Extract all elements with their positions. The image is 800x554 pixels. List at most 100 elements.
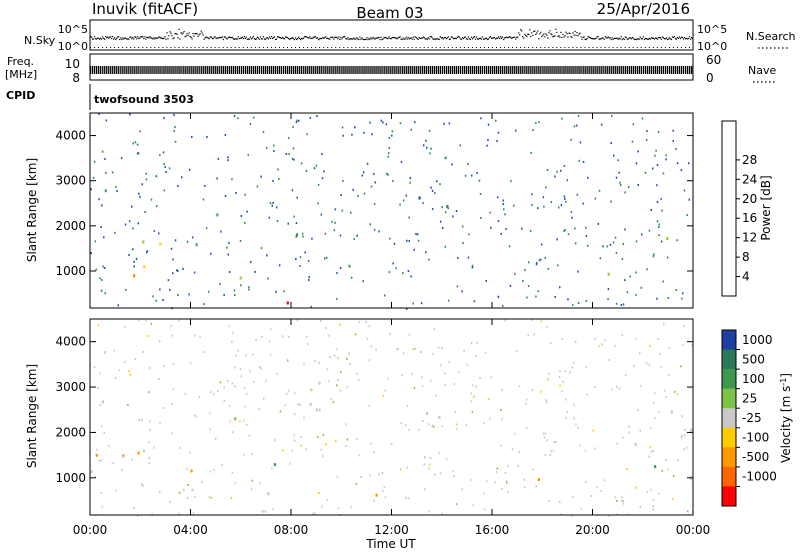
nsky-point <box>411 38 413 40</box>
heatmap-cell <box>314 360 316 363</box>
heatmap-cell <box>487 398 490 401</box>
heatmap-cell <box>243 419 245 422</box>
nsearch-point <box>182 47 184 48</box>
nsky-point <box>591 37 593 40</box>
heatmap-cell <box>521 227 523 230</box>
nsky-point <box>97 37 99 39</box>
heatmap-cell <box>641 233 643 236</box>
heatmap-cell <box>365 321 368 324</box>
nsky-point <box>491 37 493 39</box>
nsearch-point <box>367 47 369 48</box>
freq-mark <box>132 66 134 74</box>
freq-mark <box>475 66 478 74</box>
nsky-point <box>265 37 268 39</box>
heatmap-cell <box>676 162 679 165</box>
heatmap-cell <box>543 205 545 208</box>
heatmap-cell <box>97 386 99 389</box>
heatmap-cell <box>244 193 246 196</box>
heatmap-cell <box>649 446 652 449</box>
heatmap-cell <box>428 129 431 132</box>
freq-mark <box>176 66 178 74</box>
nsky-point <box>688 37 690 40</box>
heatmap-cell <box>388 271 391 274</box>
nsky-point <box>640 38 642 40</box>
heatmap-cell <box>302 235 304 238</box>
heatmap-cell <box>278 178 280 180</box>
nsky-point <box>425 38 427 40</box>
nsky-point <box>221 36 223 38</box>
heatmap-cell <box>537 290 539 293</box>
heatmap-cell <box>346 386 348 389</box>
heatmap-cell <box>420 351 422 353</box>
heatmap-cell <box>186 496 189 499</box>
heatmap-cell <box>314 512 316 515</box>
heatmap-cell <box>615 251 618 254</box>
nsky-point <box>658 36 660 38</box>
heatmap-cell <box>474 354 477 357</box>
freq-mark <box>303 66 305 74</box>
nsky-point <box>405 36 407 38</box>
nsky-point <box>119 38 121 40</box>
heatmap-cell <box>505 228 507 231</box>
freq-mark <box>447 66 450 74</box>
nsky-point <box>497 37 499 39</box>
heatmap-cell <box>322 454 324 457</box>
nsky-point <box>404 38 406 40</box>
freq-mark <box>184 66 186 74</box>
freq-mark <box>238 66 240 74</box>
freq-mark <box>622 66 624 74</box>
heatmap-cell <box>262 130 265 133</box>
nsky-point <box>251 37 253 39</box>
nsky-point <box>326 37 328 40</box>
heatmap-cell <box>258 408 260 411</box>
heatmap-cell <box>564 370 567 373</box>
heatmap-cell <box>618 387 621 390</box>
heatmap-cell <box>654 392 656 395</box>
heatmap-cell <box>353 238 355 241</box>
nsearch-point <box>242 47 244 48</box>
nsearch-point <box>295 47 296 48</box>
heatmap-cell <box>573 361 575 364</box>
heatmap-cell <box>485 279 487 282</box>
freq-mark <box>457 66 460 74</box>
nsearch-point <box>640 47 642 48</box>
nsky-point <box>614 37 616 39</box>
nsky-point <box>464 36 467 38</box>
freq-label-line2: [MHz] <box>5 68 37 81</box>
heatmap-cell <box>501 487 503 490</box>
heatmap-cell <box>444 211 447 214</box>
heatmap-cell <box>635 162 638 165</box>
nsearch-point <box>287 47 288 48</box>
nsky-point <box>122 37 124 39</box>
heatmap-cell <box>339 389 342 392</box>
nsky-point <box>466 38 469 40</box>
heatmap-cell <box>100 459 103 462</box>
freq-mark <box>224 66 226 74</box>
nsky-point <box>421 37 423 39</box>
heatmap-cell <box>220 230 222 233</box>
heatmap-cell <box>155 299 157 302</box>
nsky-point <box>234 38 236 40</box>
nsky-trace <box>90 28 694 48</box>
heatmap-cell <box>513 204 515 207</box>
heatmap-cell <box>272 201 274 204</box>
freq-mark <box>166 66 168 74</box>
nsky-point <box>183 31 185 33</box>
nsky-point <box>318 39 320 41</box>
heatmap-cell <box>561 338 563 340</box>
nsky-point <box>114 37 116 39</box>
heatmap-cell <box>223 386 225 389</box>
heatmap-cell <box>540 320 543 323</box>
nsky-point <box>580 36 582 38</box>
heatmap-cell <box>317 202 319 205</box>
heatmap-cell <box>203 351 206 354</box>
freq-mark <box>584 66 586 74</box>
freq-mark <box>524 66 526 74</box>
heatmap-cell <box>575 124 578 127</box>
heatmap-cell <box>223 293 225 296</box>
nsky-point <box>667 38 670 40</box>
nsearch-point <box>648 47 650 48</box>
heatmap-cell <box>624 374 627 376</box>
freq-mark <box>188 66 190 74</box>
freq-mark <box>572 66 574 74</box>
